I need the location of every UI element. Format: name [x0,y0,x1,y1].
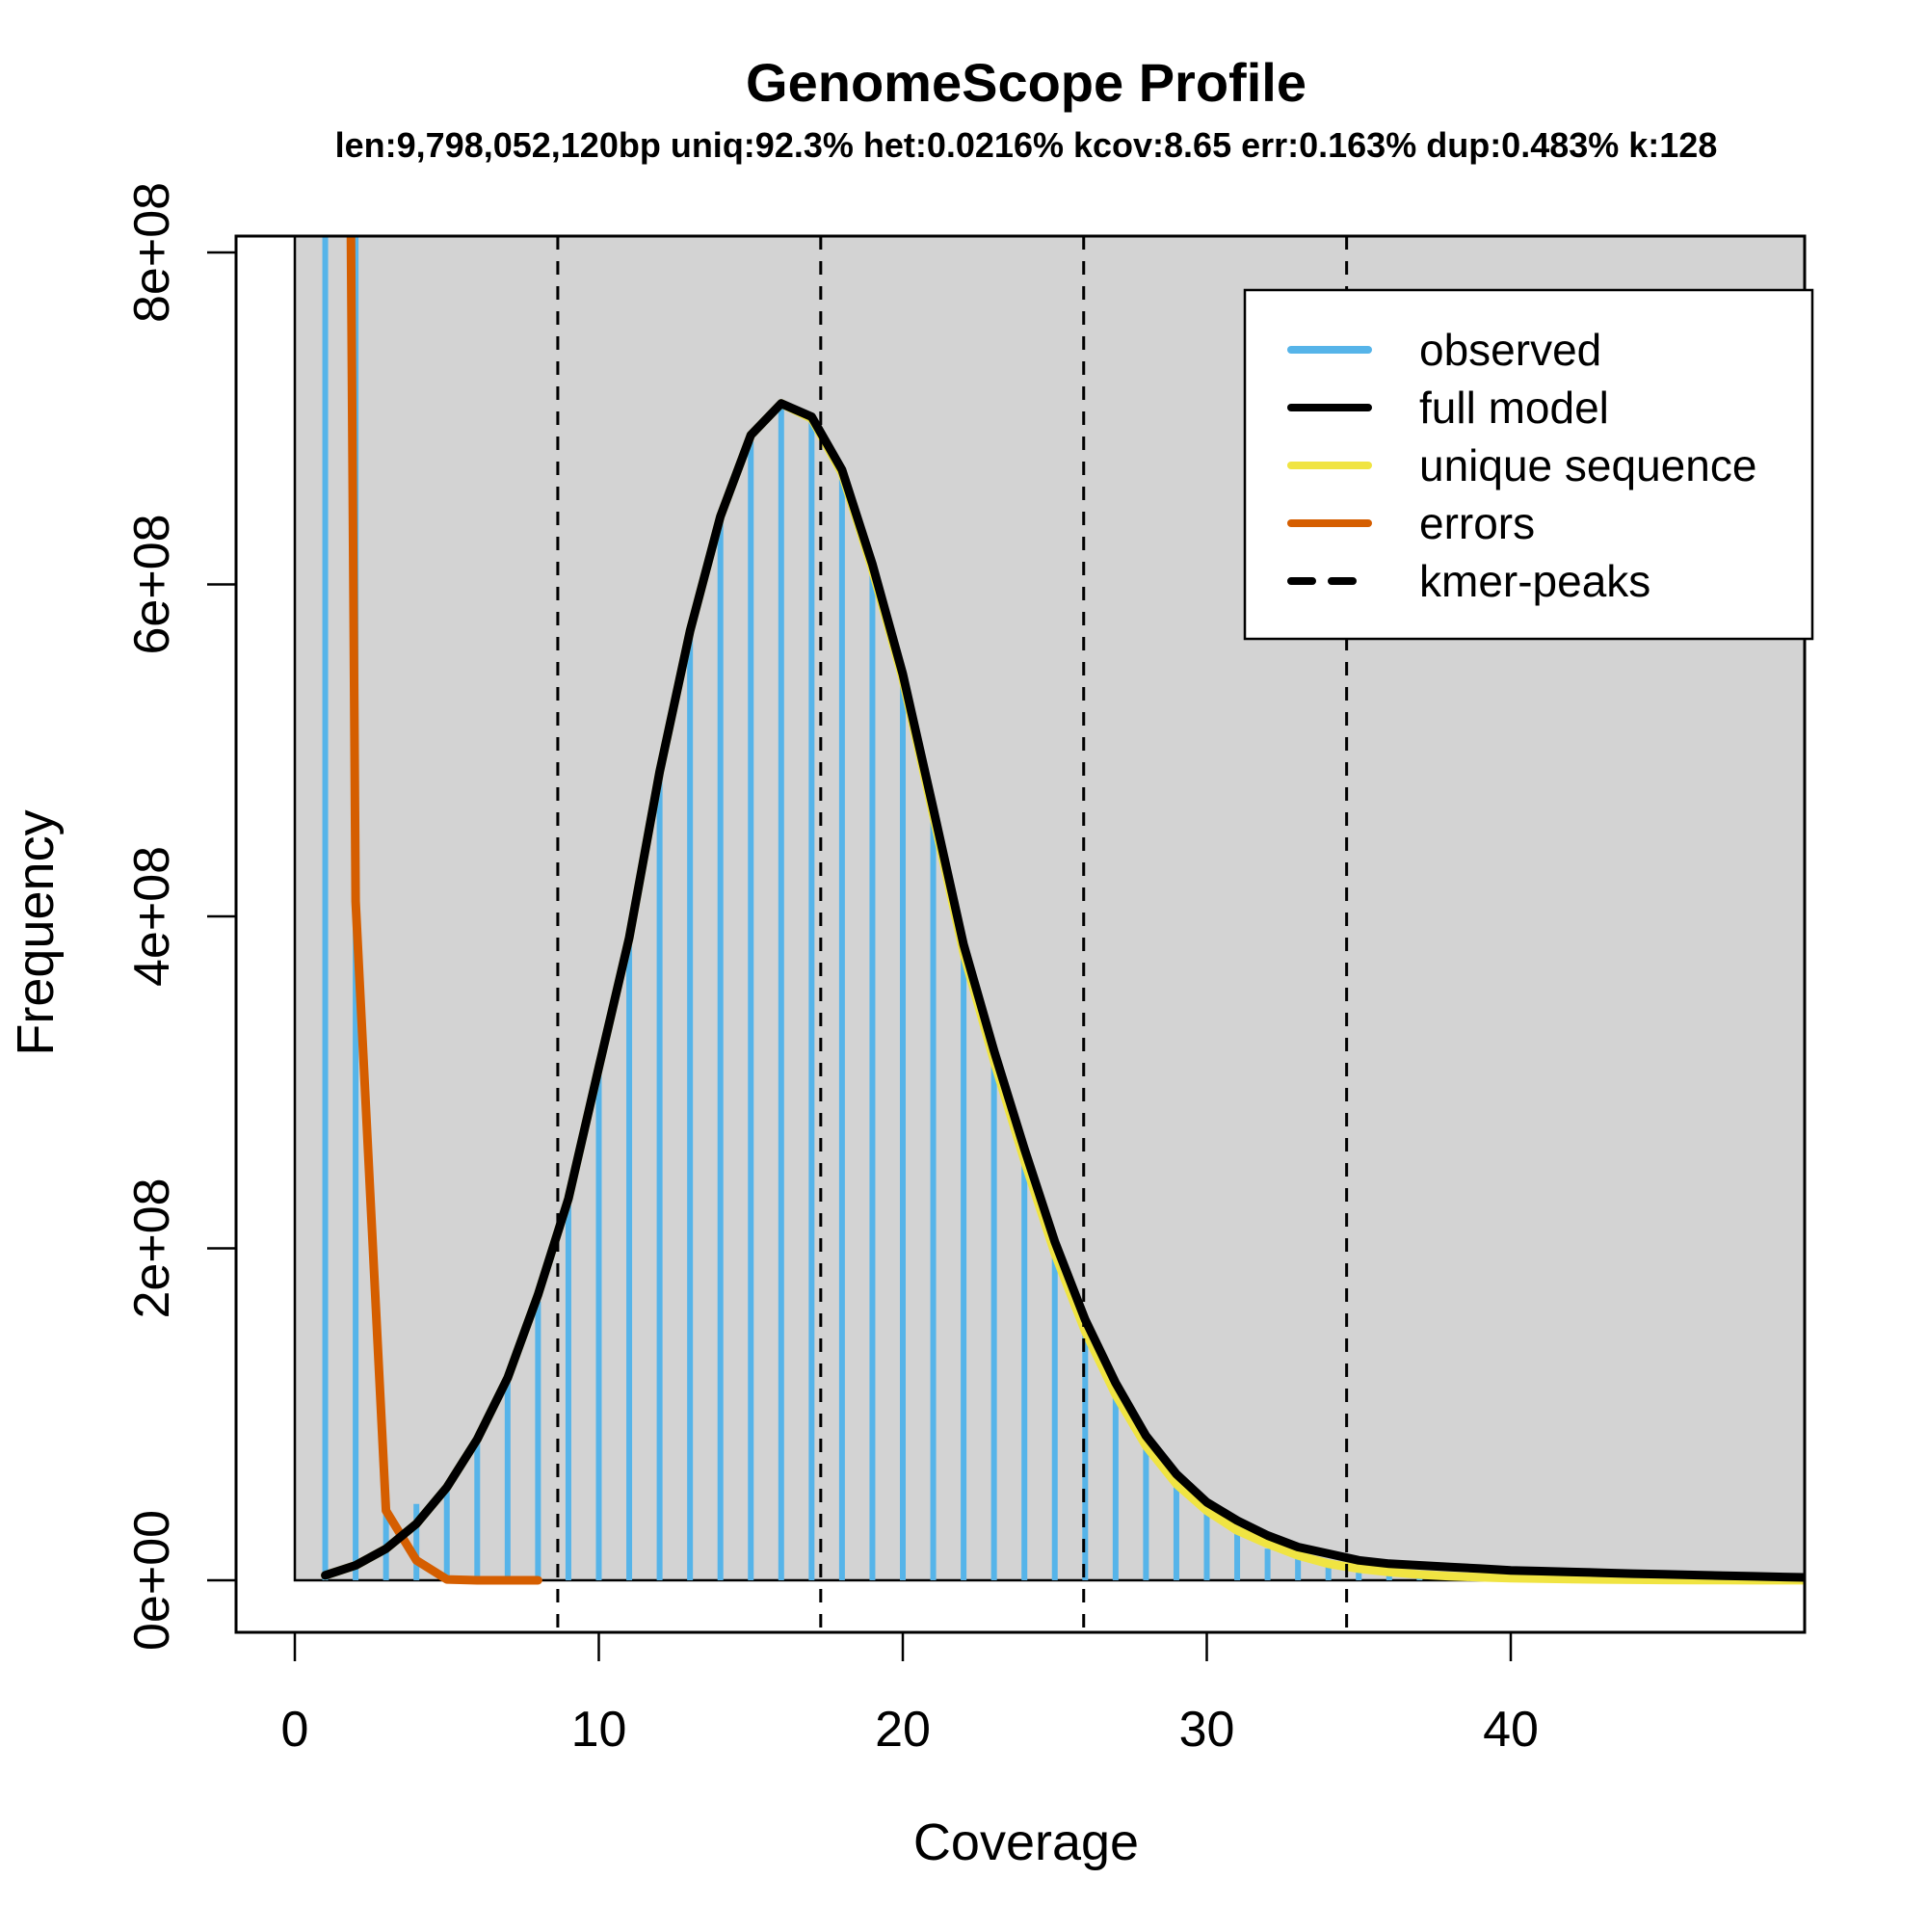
x-axis-label: Coverage [913,1813,1139,1871]
x-tick-label: 10 [571,1702,627,1758]
y-axis: 0e+00 2e+08 4e+08 6e+08 8e+08 [124,182,236,1651]
chart-title: GenomeScope Profile [746,52,1307,113]
x-tick-label: 30 [1179,1702,1235,1758]
errors-line [346,236,542,1585]
x-axis: 0 10 20 30 40 [281,1632,1539,1758]
plot-frame [234,234,1807,1634]
y-tick-label: 4e+08 [124,846,180,987]
legend-label: kmer-peaks [1419,556,1650,606]
y-tick-label: 2e+08 [124,1178,180,1318]
legend-label: errors [1419,498,1535,548]
plot-clip-group [293,236,1805,1632]
x-tick-label: 0 [281,1702,309,1758]
y-tick-label: 8e+08 [124,182,180,323]
legend-label: unique sequence [1419,440,1756,490]
y-axis-label: Frequency [7,809,65,1055]
x-tick-label: 40 [1483,1702,1539,1758]
chart-subtitle: len:9,798,052,120bp uniq:92.3% het:0.021… [335,125,1718,165]
legend-label: full model [1419,383,1609,433]
y-tick-label: 6e+08 [124,514,180,654]
full-model-line [321,399,1805,1582]
y-tick-label: 0e+00 [124,1510,180,1651]
x-tick-label: 20 [875,1702,931,1758]
legend: observed full model unique sequence errors k… [1243,288,1814,641]
plot-area [234,234,1807,1634]
legend-label: observed [1419,325,1601,375]
